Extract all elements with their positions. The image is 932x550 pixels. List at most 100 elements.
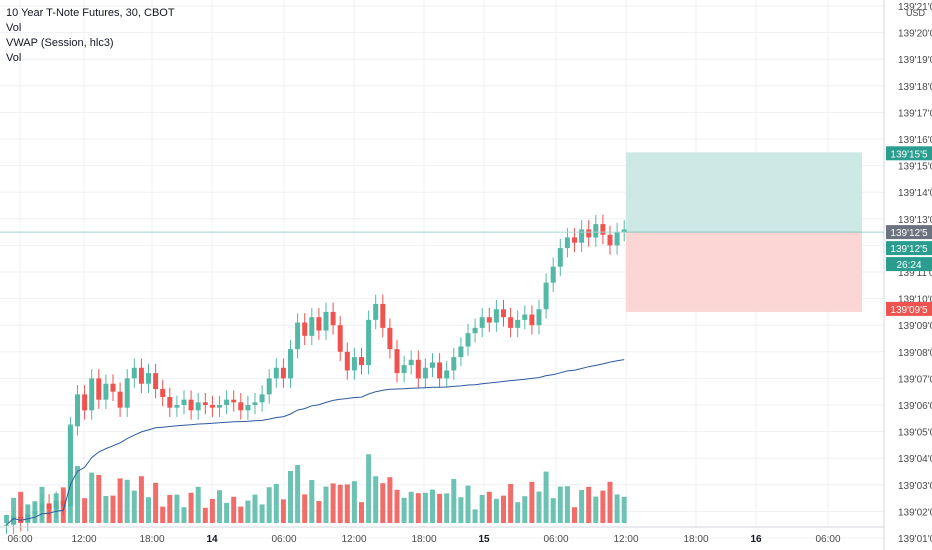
volume-bar (252, 494, 258, 523)
volume-bar (75, 466, 80, 523)
volume-bar (224, 502, 230, 523)
volume-bar (515, 502, 521, 523)
price-tick-label: 139'01'0 (898, 534, 932, 545)
candle-body (11, 516, 17, 525)
time-tick-label: 06:00 (815, 534, 840, 545)
price-axis[interactable]: 139'21'0 139'20'0 139'19'0 139'18'0 139'17'0… (898, 2, 932, 545)
candle-body (366, 319, 372, 366)
price-tick-label: 139'15'0 (898, 162, 932, 173)
volume-bar (529, 481, 535, 523)
volume-bar (479, 495, 485, 523)
volume-bar (444, 493, 450, 523)
candle-body (451, 357, 457, 371)
candle-body (458, 346, 464, 358)
candle-body (387, 327, 393, 350)
volume-bar (387, 477, 393, 523)
svg-text:139'12'5: 139'12'5 (890, 244, 928, 255)
price-tick-label: 139'14'0 (898, 188, 932, 199)
candle-body (245, 405, 251, 411)
volume-bar (302, 494, 308, 523)
symbol-title[interactable]: 10 Year T-Note Futures, 30, CBOT (6, 7, 175, 19)
volume-bar (273, 484, 279, 523)
candle-body (67, 426, 73, 507)
time-axis[interactable]: 06:00 12:00 18:00 14 06:00 12:00 18:00 15 06:00 1… (7, 534, 840, 545)
candle-body (444, 370, 450, 379)
candle-body (430, 362, 435, 368)
price-tick-label: 139'07'0 (898, 374, 932, 385)
volume-bar (167, 495, 173, 523)
volume-bar (486, 491, 492, 523)
svg-text:26:24: 26:24 (896, 260, 921, 271)
time-tick-label: 18:00 (139, 534, 164, 545)
candle-body (330, 311, 336, 326)
candle-body (146, 373, 151, 384)
volume-bar (217, 490, 222, 523)
volume-bar (245, 500, 251, 523)
candlestick-series (4, 214, 627, 535)
candle-body (373, 303, 379, 320)
candle-body (18, 516, 24, 523)
loss-zone[interactable] (626, 232, 862, 312)
volume-bar (359, 502, 364, 523)
candle-body (415, 359, 421, 379)
volume-bar (550, 498, 556, 523)
candle-body (600, 224, 606, 235)
volume-bar (536, 491, 542, 523)
volume-bar (316, 501, 322, 523)
volume-bar (82, 498, 88, 523)
candle-body (437, 362, 443, 379)
volume-bar (465, 485, 471, 523)
legend-vol[interactable]: Vol (6, 22, 22, 34)
candle-body (550, 266, 556, 283)
legend-vwap[interactable]: VWAP (Session, hlc3) (6, 37, 114, 49)
candle-body (422, 367, 428, 379)
candle-body (288, 349, 293, 379)
volume-bar (614, 494, 620, 523)
volume-bar (543, 471, 549, 523)
candle-body (316, 317, 322, 331)
volume-bar (344, 484, 350, 523)
price-tick-label: 139'21'0 (898, 2, 932, 13)
volume-bar (415, 493, 421, 523)
candle-body (96, 378, 102, 400)
profit-zone[interactable] (626, 152, 862, 233)
candle-body (508, 317, 514, 328)
candle-body (75, 394, 80, 427)
price-tick-label: 139'18'0 (898, 82, 932, 93)
volume-bar (280, 499, 286, 523)
time-tick-label: 12:00 (341, 534, 366, 545)
volume-bar (309, 480, 315, 523)
volume-bar (18, 491, 24, 523)
candle-body (515, 319, 521, 328)
volume-bar (195, 486, 201, 523)
volume-bar (146, 497, 151, 523)
price-tick-label: 139'11'0 (898, 268, 932, 279)
volume-bar (621, 496, 627, 523)
time-tick-label: 06:00 (271, 534, 296, 545)
volume-bar (259, 504, 265, 523)
volume-bar (557, 486, 563, 523)
price-tags: 139'15'5 139'12'5 139'12'5 26:24 139'09'5 (886, 146, 932, 316)
candle-body (174, 405, 180, 408)
candle-body (39, 503, 45, 512)
legend-vol-2[interactable]: Vol (6, 52, 22, 64)
candle-body (323, 311, 329, 331)
candle-body (302, 322, 308, 336)
time-tick-label: 18:00 (683, 534, 708, 545)
stop-price-tag: 139'09'5 (886, 301, 932, 316)
volume-bar (124, 479, 130, 523)
volume-bar (607, 481, 613, 523)
candle-body (138, 367, 144, 384)
candle-body (351, 357, 357, 371)
candle-body (472, 327, 478, 334)
price-tick-label: 139'03'0 (898, 481, 932, 492)
position-zones[interactable] (626, 152, 862, 312)
chart-legend: 10 Year T-Note Futures, 30, CBOT Vol VWA… (6, 6, 175, 66)
candle-body (536, 309, 542, 326)
volume-bar (508, 484, 514, 523)
volume-bar (373, 476, 379, 523)
candle-body (401, 365, 407, 374)
candle-body (543, 282, 549, 310)
candle-body (579, 229, 585, 243)
